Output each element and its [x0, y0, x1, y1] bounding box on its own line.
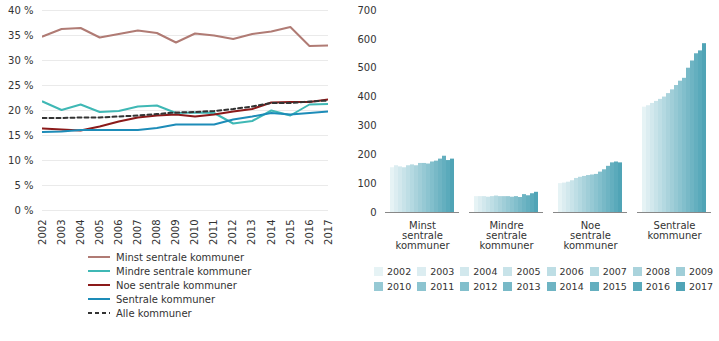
html-text:2002: 2002: [387, 266, 412, 277]
html-text:2004: 2004: [473, 266, 498, 277]
svg-text:2006: 2006: [113, 220, 124, 245]
svg-text:700: 700: [357, 5, 376, 16]
html-text:Minst sentrale kommuner: Minst sentrale kommuner: [116, 251, 244, 263]
svg-text:2007: 2007: [132, 220, 143, 245]
svg-text:Minstsentralekommuner: Minstsentralekommuner: [396, 220, 451, 251]
svg-text:35 %: 35 %: [8, 30, 33, 41]
html-text:Noe sentrale kommuner: Noe sentrale kommuner: [116, 279, 237, 291]
svg-text:100: 100: [357, 178, 376, 189]
svg-text:5 %: 5 %: [14, 180, 33, 191]
svg-text:Noesentralekommuner: Noesentralekommuner: [564, 220, 619, 251]
svg-text:Mindresentralekommuner: Mindresentralekommuner: [480, 220, 535, 251]
svg-text:2013: 2013: [246, 220, 257, 245]
html-text:Sentrale kommuner: Sentrale kommuner: [116, 293, 216, 305]
svg-text:Sentralekommuner: Sentralekommuner: [648, 220, 703, 241]
svg-text:2008: 2008: [151, 220, 162, 245]
html-text:2007: 2007: [602, 266, 627, 277]
svg-text:2011: 2011: [208, 220, 219, 245]
html-text:2005: 2005: [516, 266, 541, 277]
svg-text:600: 600: [357, 34, 376, 45]
html-text:2008: 2008: [645, 266, 670, 277]
html-text:2009: 2009: [688, 266, 714, 277]
html-text:2017: 2017: [688, 281, 714, 292]
html-text:2015: 2015: [602, 281, 627, 292]
svg-text:500: 500: [357, 62, 376, 73]
svg-text:0: 0: [370, 207, 376, 218]
svg-text:2012: 2012: [227, 220, 238, 245]
svg-text:200: 200: [357, 149, 376, 160]
svg-text:2015: 2015: [285, 220, 296, 245]
svg-text:15 %: 15 %: [8, 130, 33, 141]
svg-text:25 %: 25 %: [8, 80, 33, 91]
svg-text:2010: 2010: [189, 220, 200, 245]
html-text:2016: 2016: [645, 281, 670, 292]
html-text:2012: 2012: [473, 281, 498, 292]
svg-text:2003: 2003: [56, 220, 67, 245]
html-text:2013: 2013: [516, 281, 541, 292]
svg-text:2016: 2016: [304, 220, 315, 245]
svg-text:400: 400: [357, 91, 376, 102]
svg-text:30 %: 30 %: [8, 55, 33, 66]
html-text:Mindre sentrale kommuner: Mindre sentrale kommuner: [116, 265, 252, 277]
svg-text:0 %: 0 %: [14, 205, 33, 216]
svg-text:2002: 2002: [37, 220, 48, 245]
html-text:Alle kommuner: Alle kommuner: [116, 307, 192, 319]
svg-text:2014: 2014: [266, 220, 277, 245]
svg-text:2009: 2009: [170, 220, 181, 245]
svg-text:40 %: 40 %: [8, 5, 33, 16]
svg-text:10 %: 10 %: [8, 155, 33, 166]
html-text:2011: 2011: [430, 281, 455, 292]
svg-text:2005: 2005: [94, 220, 105, 245]
html-text:2010: 2010: [387, 281, 412, 292]
html-text:2006: 2006: [559, 266, 584, 277]
svg-text:300: 300: [357, 120, 376, 131]
svg-text:2017: 2017: [323, 220, 334, 245]
html-text:2003: 2003: [430, 266, 455, 277]
html-text:2014: 2014: [559, 281, 584, 292]
svg-text:2004: 2004: [75, 220, 86, 245]
svg-text:20 %: 20 %: [8, 105, 33, 116]
